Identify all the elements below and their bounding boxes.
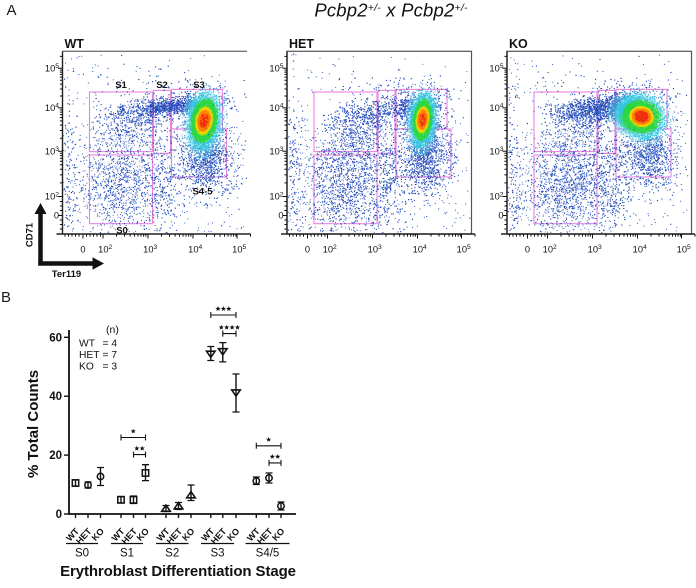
svg-text:104: 104 <box>633 244 647 254</box>
svg-text:Erythroblast Differentiation S: Erythroblast Differentiation Stage <box>60 563 296 580</box>
svg-text:WT: WT <box>65 37 85 51</box>
svg-text:105: 105 <box>489 63 503 73</box>
svg-text:KO: KO <box>509 37 528 51</box>
svg-text:A: A <box>7 2 17 19</box>
svg-text:0: 0 <box>525 245 530 255</box>
svg-text:S2: S2 <box>156 80 168 91</box>
svg-text:102: 102 <box>323 244 337 254</box>
svg-text:102: 102 <box>45 191 59 201</box>
svg-text:WT: WT <box>79 339 96 350</box>
svg-text:CD71: CD71 <box>25 222 36 247</box>
svg-text:S1: S1 <box>115 80 127 91</box>
svg-text:104: 104 <box>269 103 283 113</box>
svg-text:0: 0 <box>54 211 59 221</box>
svg-text:102: 102 <box>269 191 283 201</box>
svg-text:Pcbp2+/- x Pcbp2+/-: Pcbp2+/- x Pcbp2+/- <box>314 0 468 21</box>
svg-text:Ter119: Ter119 <box>52 269 81 280</box>
svg-text:40: 40 <box>49 391 62 403</box>
svg-text:S3: S3 <box>210 548 224 560</box>
svg-text:0: 0 <box>305 245 310 255</box>
svg-text:103: 103 <box>143 244 157 254</box>
svg-text:(n): (n) <box>106 324 119 336</box>
svg-text:104: 104 <box>45 103 59 113</box>
svg-text:HET: HET <box>289 37 314 51</box>
svg-text:= 3: = 3 <box>103 362 118 373</box>
svg-text:102: 102 <box>543 244 557 254</box>
svg-text:104: 104 <box>188 244 202 254</box>
svg-text:60: 60 <box>49 332 62 344</box>
svg-text:103: 103 <box>489 146 503 156</box>
svg-text:KO: KO <box>79 362 94 373</box>
svg-text:S0: S0 <box>75 548 89 560</box>
svg-text:S4/5: S4/5 <box>256 548 280 560</box>
svg-text:HET: HET <box>79 350 100 361</box>
svg-text:0: 0 <box>56 509 62 521</box>
svg-text:S0: S0 <box>116 226 128 237</box>
svg-text:105: 105 <box>677 244 691 254</box>
svg-text:= 7: = 7 <box>103 350 118 361</box>
svg-text:102: 102 <box>98 244 112 254</box>
svg-text:= 4: = 4 <box>103 339 118 350</box>
svg-text:20: 20 <box>49 450 62 462</box>
svg-text:105: 105 <box>457 244 471 254</box>
svg-text:104: 104 <box>413 244 427 254</box>
svg-text:103: 103 <box>45 146 59 156</box>
svg-text:105: 105 <box>269 63 283 73</box>
svg-text:B: B <box>1 289 11 306</box>
svg-text:0: 0 <box>80 245 85 255</box>
svg-text:103: 103 <box>588 244 602 254</box>
svg-text:103: 103 <box>368 244 382 254</box>
svg-text:105: 105 <box>45 63 59 73</box>
svg-text:S3: S3 <box>193 80 205 91</box>
svg-text:103: 103 <box>269 146 283 156</box>
svg-text:0: 0 <box>498 211 503 221</box>
svg-text:% Total Counts: % Total Counts <box>25 370 42 478</box>
svg-text:S1: S1 <box>120 548 134 560</box>
svg-text:0: 0 <box>278 211 283 221</box>
svg-text:104: 104 <box>489 103 503 113</box>
svg-text:S2: S2 <box>165 548 179 560</box>
svg-text:102: 102 <box>489 191 503 201</box>
svg-text:S4-5: S4-5 <box>192 187 213 198</box>
svg-text:105: 105 <box>232 244 246 254</box>
